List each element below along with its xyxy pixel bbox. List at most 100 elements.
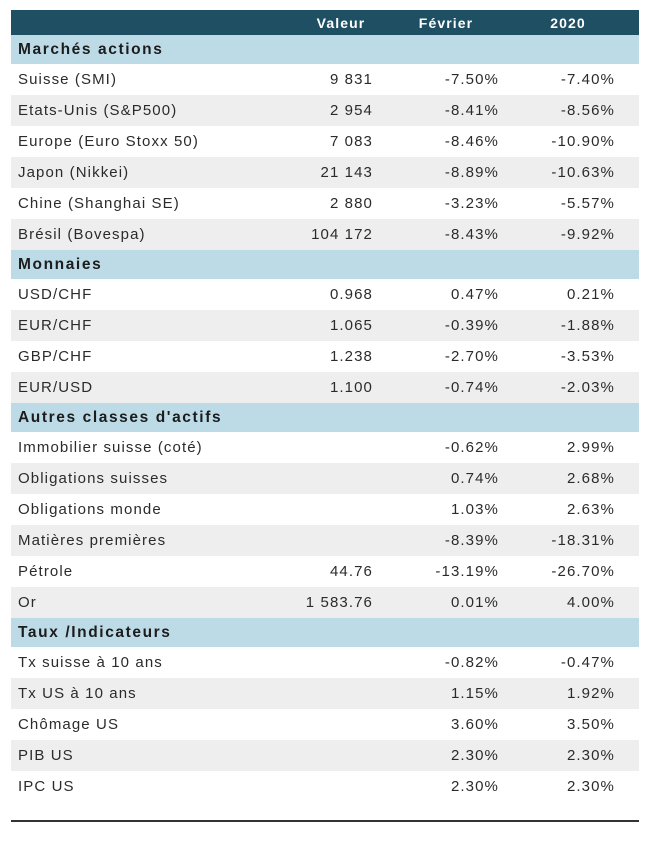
row-name: EUR/CHF [18, 317, 93, 334]
section-header: Taux /Indicateurs [11, 618, 639, 647]
row-month: -3.23% [444, 195, 499, 212]
row-month: -8.89% [444, 164, 499, 181]
table-row: Immobilier suisse (coté) -0.62% 2.99% [11, 432, 639, 463]
table-row: Pétrole 44.76 -13.19% -26.70% [11, 556, 639, 587]
table-row: Suisse (SMI) 9 831 -7.50% -7.40% [11, 64, 639, 95]
row-month: -8.41% [444, 102, 499, 119]
header-month: Février [418, 14, 474, 31]
row-month: -7.50% [444, 71, 499, 88]
section-header: Marchés actions [11, 35, 639, 64]
row-name: Obligations suisses [18, 470, 169, 487]
row-ytd: 2.63% [566, 501, 615, 518]
table-header: Valeur Février 2020 [11, 10, 639, 35]
section-title: Monnaies [18, 255, 103, 273]
table-row: EUR/USD 1.100 -0.74% -2.03% [11, 372, 639, 403]
row-value: 7 083 [329, 133, 373, 150]
row-name: Brésil (Bovespa) [18, 226, 146, 243]
row-ytd: -1.88% [560, 317, 615, 334]
row-month: -8.46% [444, 133, 499, 150]
table-row: EUR/CHF 1.065 -0.39% -1.88% [11, 310, 639, 341]
row-ytd: -18.31% [551, 532, 615, 549]
section-title: Marchés actions [18, 40, 164, 58]
table-row: Etats-Unis (S&P500) 2 954 -8.41% -8.56% [11, 95, 639, 126]
table-row: Obligations monde 1.03% 2.63% [11, 494, 639, 525]
section-header: Monnaies [11, 250, 639, 279]
row-name: Pétrole [18, 563, 74, 580]
row-value: 2 880 [329, 195, 373, 212]
row-name: Tx suisse à 10 ans [18, 654, 163, 671]
table-row: Europe (Euro Stoxx 50) 7 083 -8.46% -10.90% [11, 126, 639, 157]
row-month: -2.70% [444, 348, 499, 365]
row-name: Etats-Unis (S&P500) [18, 102, 178, 119]
row-name: Tx US à 10 ans [18, 685, 137, 702]
row-ytd: -7.40% [560, 71, 615, 88]
table-row: PIB US 2.30% 2.30% [11, 740, 639, 771]
table-row: Or 1 583.76 0.01% 4.00% [11, 587, 639, 618]
row-name: Suisse (SMI) [18, 71, 118, 88]
row-name: Immobilier suisse (coté) [18, 439, 203, 456]
row-month: 0.47% [450, 286, 499, 303]
row-name: EUR/USD [18, 379, 94, 396]
row-ytd: 0.21% [566, 286, 615, 303]
row-value: 1.238 [329, 348, 373, 365]
table-row: Tx suisse à 10 ans -0.82% -0.47% [11, 647, 639, 678]
table-row: Tx US à 10 ans 1.15% 1.92% [11, 678, 639, 709]
table-row: Chine (Shanghai SE) 2 880 -3.23% -5.57% [11, 188, 639, 219]
row-month: 1.03% [450, 501, 499, 518]
row-value: 9 831 [329, 71, 373, 88]
row-month: -8.43% [444, 226, 499, 243]
table-row: Brésil (Bovespa) 104 172 -8.43% -9.92% [11, 219, 639, 250]
table-row: IPC US 2.30% 2.30% [11, 771, 639, 802]
row-name: Or [18, 594, 37, 611]
row-value: 21 143 [320, 164, 373, 181]
row-month: 2.30% [450, 778, 499, 795]
row-ytd: -9.92% [560, 226, 615, 243]
row-ytd: -5.57% [560, 195, 615, 212]
table-row: Matières premières -8.39% -18.31% [11, 525, 639, 556]
row-name: GBP/CHF [18, 348, 93, 365]
row-ytd: 2.30% [566, 778, 615, 795]
row-month: 3.60% [450, 716, 499, 733]
row-month: -0.82% [444, 654, 499, 671]
row-month: 2.30% [450, 747, 499, 764]
row-month: -0.39% [444, 317, 499, 334]
table-body: Marchés actions Suisse (SMI) 9 831 -7.50% -7… [11, 35, 639, 802]
row-month: 0.01% [450, 594, 499, 611]
row-name: Europe (Euro Stoxx 50) [18, 133, 199, 150]
section-title: Autres classes d'actifs [18, 408, 223, 426]
row-ytd: -2.03% [560, 379, 615, 396]
row-value: 1 583.76 [305, 594, 373, 611]
row-value: 104 172 [311, 226, 373, 243]
table-row: USD/CHF 0.968 0.47% 0.21% [11, 279, 639, 310]
header-ytd: 2020 [550, 14, 586, 31]
row-name: USD/CHF [18, 286, 93, 303]
header-value: Valeur [316, 14, 366, 31]
row-month: -0.74% [444, 379, 499, 396]
row-name: Matières premières [18, 532, 167, 549]
row-name: Japon (Nikkei) [18, 164, 130, 181]
row-ytd: 2.68% [566, 470, 615, 487]
row-month: -8.39% [444, 532, 499, 549]
row-value: 1.065 [329, 317, 373, 334]
row-ytd: -26.70% [551, 563, 615, 580]
row-name: Obligations monde [18, 501, 162, 518]
row-month: 0.74% [450, 470, 499, 487]
row-value: 0.968 [329, 286, 373, 303]
row-ytd: -3.53% [560, 348, 615, 365]
row-ytd: -10.63% [551, 164, 615, 181]
row-ytd: 1.92% [566, 685, 615, 702]
row-name: Chine (Shanghai SE) [18, 195, 180, 212]
row-month: -0.62% [444, 439, 499, 456]
row-ytd: 2.30% [566, 747, 615, 764]
table-row: GBP/CHF 1.238 -2.70% -3.53% [11, 341, 639, 372]
section-title: Taux /Indicateurs [18, 623, 172, 641]
row-month: 1.15% [450, 685, 499, 702]
row-ytd: -10.90% [551, 133, 615, 150]
row-name: IPC US [18, 778, 75, 795]
row-ytd: 2.99% [566, 439, 615, 456]
row-name: PIB US [18, 747, 74, 764]
row-month: -13.19% [435, 563, 499, 580]
table-row: Chômage US 3.60% 3.50% [11, 709, 639, 740]
bottom-rule [11, 820, 639, 822]
row-ytd: -0.47% [560, 654, 615, 671]
